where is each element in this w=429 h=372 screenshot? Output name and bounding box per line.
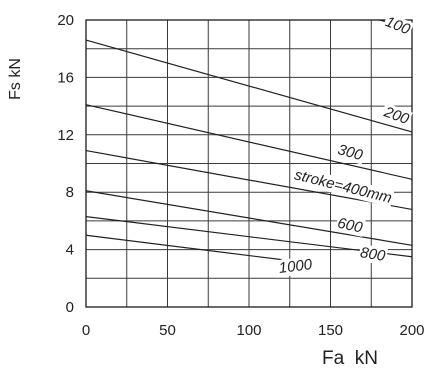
series-label-background-1000 [276,255,315,278]
series-label-300: 300 [336,141,365,164]
series-label-background-800 [358,244,389,266]
series-label-background-100 [381,12,415,40]
series-line-800 [85,215,413,258]
y-tick-label-5: 20 [57,12,74,29]
series-label-background-200 [379,102,413,129]
x-tick-label-4: 200 [399,322,424,339]
series-label-background-300 [334,140,367,165]
series-line-200 [85,39,413,133]
series-label-1000: 1000 [278,256,314,277]
series-label-background-400 [291,166,395,208]
plot-frame [85,19,413,308]
series-label-background-600 [334,214,366,237]
y-tick-label-4: 16 [57,69,74,86]
y-axis-label: Fs kN [7,58,24,100]
x-axis-label: Fa kN [322,348,378,369]
x-tick-label-3: 150 [318,322,343,339]
series-line-400 [85,149,413,211]
series-label-400: stroke=400mm [293,166,394,207]
series-line-300 [85,104,413,180]
series-label-600: 600 [336,215,365,237]
grid [85,19,413,308]
series-line-1000 [85,234,282,261]
x-tick-label-2: 100 [236,322,261,339]
series-label-800: 800 [359,244,387,265]
y-tick-label-0: 0 [66,299,74,316]
x-tick-label-0: 0 [82,322,90,339]
series-line-600 [85,190,413,246]
y-tick-label-1: 4 [66,242,74,259]
tick-labels: 0 50 100 150 200 0 4 8 12 16 20 [57,12,424,339]
y-tick-label-3: 12 [57,127,74,144]
x-tick-label-1: 50 [159,322,176,339]
y-tick-label-2: 8 [66,184,74,201]
